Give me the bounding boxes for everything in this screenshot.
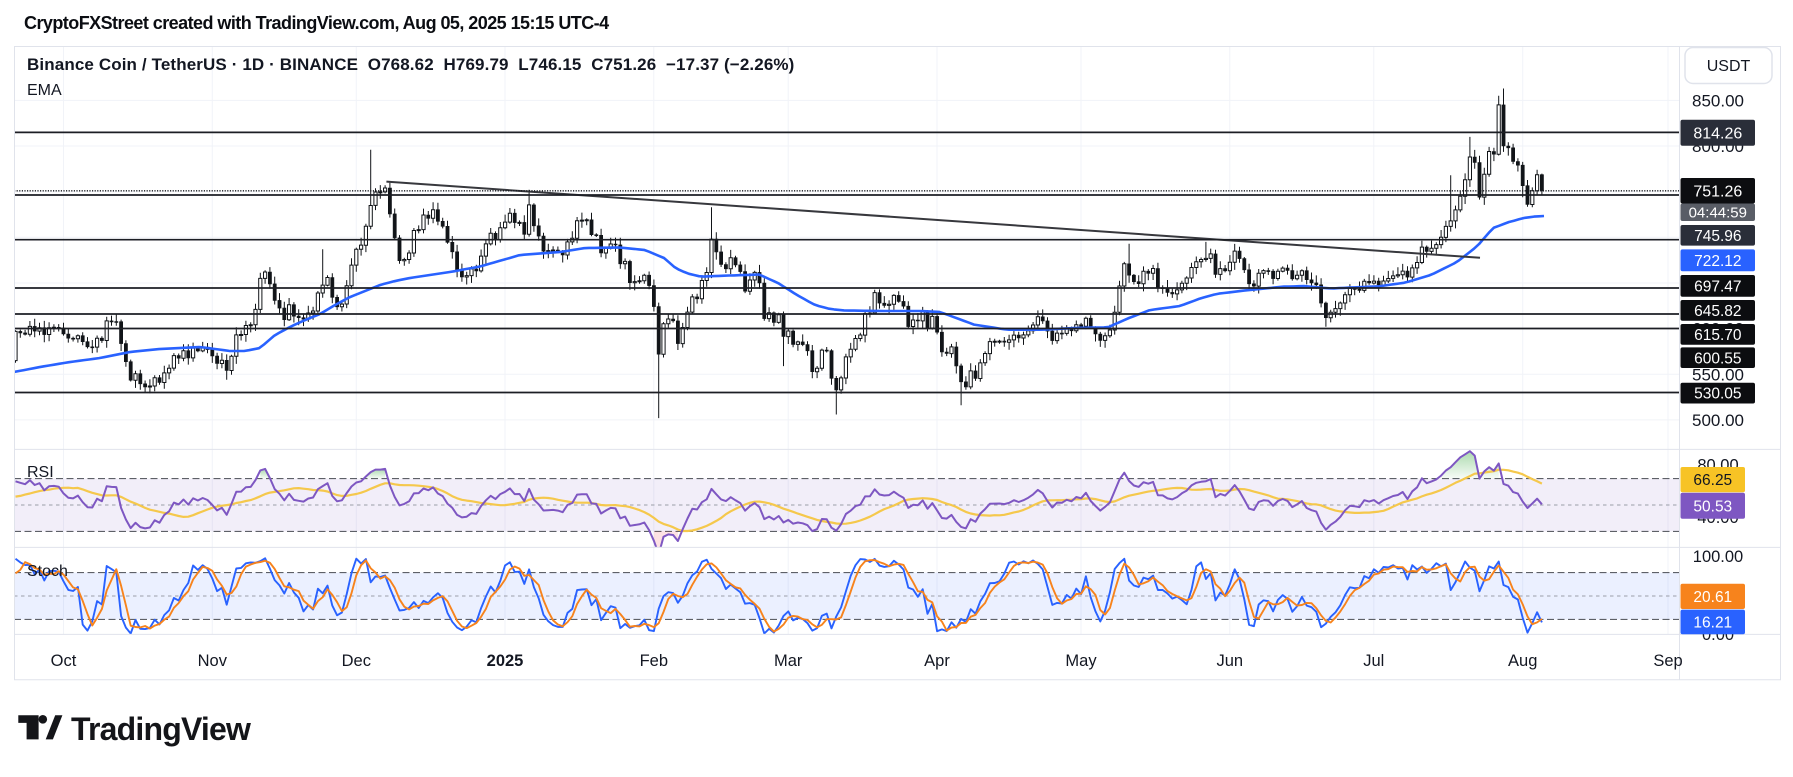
svg-text:615.70: 615.70 bbox=[1694, 327, 1742, 344]
svg-text:USDT: USDT bbox=[1707, 58, 1751, 75]
svg-text:500.00: 500.00 bbox=[1692, 411, 1744, 430]
svg-text:EMA: EMA bbox=[27, 82, 62, 99]
svg-text:Sep: Sep bbox=[1653, 652, 1682, 670]
svg-text:50.53: 50.53 bbox=[1693, 498, 1732, 515]
svg-text:04:44:59: 04:44:59 bbox=[1689, 205, 1747, 222]
svg-text:Oct: Oct bbox=[51, 652, 77, 670]
svg-text:722.12: 722.12 bbox=[1694, 253, 1741, 270]
svg-text:TradingView: TradingView bbox=[71, 711, 251, 747]
svg-text:16.21: 16.21 bbox=[1693, 615, 1732, 632]
svg-text:May: May bbox=[1065, 652, 1097, 670]
svg-text:RSI: RSI bbox=[27, 464, 54, 481]
svg-text:2025: 2025 bbox=[487, 652, 524, 670]
svg-text:697.47: 697.47 bbox=[1694, 279, 1741, 296]
svg-text:Aug: Aug bbox=[1508, 652, 1537, 670]
svg-text:814.26: 814.26 bbox=[1693, 126, 1742, 143]
svg-text:530.05: 530.05 bbox=[1694, 386, 1741, 403]
svg-text:850.00: 850.00 bbox=[1692, 91, 1744, 110]
svg-text:Jun: Jun bbox=[1216, 652, 1243, 670]
svg-text:Stoch: Stoch bbox=[27, 563, 68, 580]
svg-text:Dec: Dec bbox=[342, 652, 371, 670]
svg-text:Binance Coin / TetherUS · 1D ·: Binance Coin / TetherUS · 1D · BINANCE O… bbox=[27, 55, 794, 74]
svg-text:645.82: 645.82 bbox=[1694, 303, 1741, 320]
svg-text:Jul: Jul bbox=[1363, 652, 1384, 670]
svg-text:20.61: 20.61 bbox=[1693, 589, 1732, 606]
svg-text:Mar: Mar bbox=[774, 652, 803, 670]
svg-text:100.00: 100.00 bbox=[1693, 548, 1743, 566]
svg-text:66.25: 66.25 bbox=[1693, 472, 1732, 489]
svg-text:745.96: 745.96 bbox=[1694, 228, 1741, 245]
svg-text:550.00: 550.00 bbox=[1692, 365, 1744, 384]
svg-text:Feb: Feb bbox=[640, 652, 668, 670]
svg-text:Nov: Nov bbox=[198, 652, 228, 670]
svg-text:600.55: 600.55 bbox=[1694, 350, 1741, 367]
svg-text:CryptoFXStreet created with Tr: CryptoFXStreet created with TradingView.… bbox=[24, 13, 609, 33]
svg-text:751.26: 751.26 bbox=[1693, 184, 1742, 201]
svg-text:Apr: Apr bbox=[924, 652, 950, 670]
